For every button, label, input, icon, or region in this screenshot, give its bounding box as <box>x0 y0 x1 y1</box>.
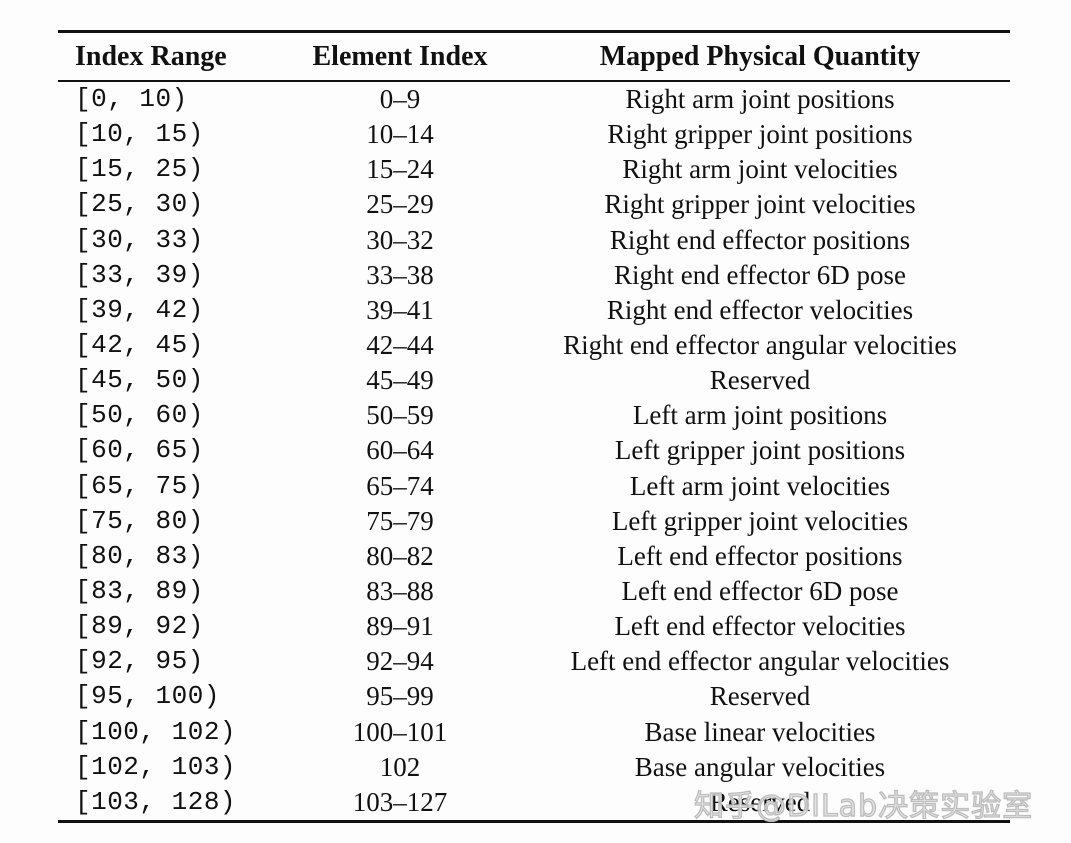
table-row: [89, 92) 89–91 Left end effector velocit… <box>58 609 1010 644</box>
cell-element-index: 80–82 <box>366 540 434 571</box>
table-header-rule <box>58 80 1010 82</box>
column-header-index-range: Index Range <box>75 41 227 72</box>
cell-element-index: 95–99 <box>366 681 434 712</box>
cell-element-index: 50–59 <box>366 400 434 431</box>
cell-mapped-quantity: Left gripper joint velocities <box>611 505 909 536</box>
cell-index-range: [45, 50) <box>75 365 204 396</box>
cell-element-index: 83–88 <box>366 576 434 607</box>
cell-element-index: 102 <box>379 751 421 782</box>
cell-index-range: [103, 128) <box>75 786 237 817</box>
cell-element-index: 65–74 <box>366 470 434 501</box>
cell-index-range: [100, 102) <box>75 716 237 747</box>
cell-mapped-quantity: Right end effector velocities <box>606 294 914 325</box>
cell-index-range: [50, 60) <box>75 400 204 431</box>
cell-mapped-quantity: Left gripper joint positions <box>614 435 906 466</box>
table-row: [95, 100) 95–99 Reserved <box>58 679 1010 714</box>
cell-element-index: 100–101 <box>352 716 448 747</box>
table-row: [100, 102) 100–101 Base linear velocitie… <box>58 715 1010 750</box>
cell-index-range: [15, 25) <box>75 154 204 185</box>
cell-mapped-quantity: Left end effector 6D pose <box>621 576 899 607</box>
cell-mapped-quantity: Reserved <box>709 786 811 817</box>
cell-index-range: [102, 103) <box>75 751 237 782</box>
table-row: [30, 33) 30–32 Right end effector positi… <box>58 223 1010 258</box>
table-bottom-rule <box>58 820 1010 823</box>
table-row: [102, 103) 102 Base angular velocities <box>58 750 1010 785</box>
table-row: [92, 95) 92–94 Left end effector angular… <box>58 644 1010 679</box>
cell-mapped-quantity: Left end effector positions <box>617 540 903 571</box>
cell-element-index: 42–44 <box>366 330 434 361</box>
cell-index-range: [30, 33) <box>75 224 204 255</box>
table-row: [75, 80) 75–79 Left gripper joint veloci… <box>58 504 1010 539</box>
cell-index-range: [0, 10) <box>75 84 188 115</box>
cell-mapped-quantity: Base angular velocities <box>634 751 886 782</box>
cell-mapped-quantity: Left end effector angular velocities <box>570 646 950 677</box>
cell-element-index: 10–14 <box>366 119 434 150</box>
column-header-mapped-physical-quantity: Mapped Physical Quantity <box>599 41 921 72</box>
cell-index-range: [25, 30) <box>75 189 204 220</box>
cell-element-index: 15–24 <box>366 154 434 185</box>
cell-mapped-quantity: Right gripper joint velocities <box>604 189 916 220</box>
table-row: [15, 25) 15–24 Right arm joint velocitie… <box>58 152 1010 187</box>
cell-mapped-quantity: Right end effector angular velocities <box>563 330 957 361</box>
table-row: [25, 30) 25–29 Right gripper joint veloc… <box>58 187 1010 222</box>
cell-mapped-quantity: Left arm joint positions <box>632 400 888 431</box>
table-row: [103, 128) 103–127 Reserved <box>58 785 1010 820</box>
table-row: [0, 10) 0–9 Right arm joint positions <box>58 82 1010 117</box>
table-row: [60, 65) 60–64 Left gripper joint positi… <box>58 433 1010 468</box>
cell-mapped-quantity: Reserved <box>709 365 811 396</box>
cell-mapped-quantity: Right gripper joint positions <box>607 119 913 150</box>
cell-index-range: [89, 92) <box>75 611 204 642</box>
cell-element-index: 75–79 <box>366 505 434 536</box>
cell-element-index: 30–32 <box>366 224 434 255</box>
cell-index-range: [95, 100) <box>75 681 220 712</box>
table-row: [33, 39) 33–38 Right end effector 6D pos… <box>58 258 1010 293</box>
cell-element-index: 103–127 <box>352 786 448 817</box>
cell-mapped-quantity: Right end effector positions <box>609 224 911 255</box>
table-row: [83, 89) 83–88 Left end effector 6D pose <box>58 574 1010 609</box>
cell-index-range: [92, 95) <box>75 646 204 677</box>
table-row: [50, 60) 50–59 Left arm joint positions <box>58 398 1010 433</box>
cell-mapped-quantity: Left end effector velocities <box>614 611 906 642</box>
cell-index-range: [60, 65) <box>75 435 204 466</box>
table-header-row: Index Range Element Index Mapped Physica… <box>58 33 1010 80</box>
cell-element-index: 89–91 <box>366 611 434 642</box>
table-row: [80, 83) 80–82 Left end effector positio… <box>58 539 1010 574</box>
cell-index-range: [65, 75) <box>75 470 204 501</box>
cell-mapped-quantity: Right arm joint velocities <box>622 154 898 185</box>
cell-mapped-quantity: Right arm joint positions <box>625 84 895 115</box>
cell-element-index: 39–41 <box>366 294 434 325</box>
cell-element-index: 45–49 <box>366 365 434 396</box>
cell-index-range: [10, 15) <box>75 119 204 150</box>
column-header-element-index: Element Index <box>312 41 488 72</box>
cell-mapped-quantity: Right end effector 6D pose <box>614 259 906 290</box>
cell-index-range: [75, 80) <box>75 505 204 536</box>
cell-element-index: 33–38 <box>366 259 434 290</box>
table-body: [0, 10) 0–9 Right arm joint positions [1… <box>58 82 1010 820</box>
cell-index-range: [83, 89) <box>75 576 204 607</box>
table-row: [45, 50) 45–49 Reserved <box>58 363 1010 398</box>
table-row: [42, 45) 42–44 Right end effector angula… <box>58 328 1010 363</box>
table-row: [65, 75) 65–74 Left arm joint velocities <box>58 469 1010 504</box>
cell-index-range: [33, 39) <box>75 259 204 290</box>
cell-mapped-quantity: Base linear velocities <box>644 716 876 747</box>
cell-element-index: 92–94 <box>366 646 434 677</box>
cell-element-index: 0–9 <box>379 84 421 115</box>
cell-element-index: 25–29 <box>366 189 434 220</box>
cell-element-index: 60–64 <box>366 435 434 466</box>
table-top-rule <box>58 30 1010 33</box>
table-row: [39, 42) 39–41 Right end effector veloci… <box>58 293 1010 328</box>
observation-index-table: Index Range Element Index Mapped Physica… <box>58 30 1010 823</box>
cell-mapped-quantity: Left arm joint velocities <box>629 470 891 501</box>
table-row: [10, 15) 10–14 Right gripper joint posit… <box>58 117 1010 152</box>
cell-mapped-quantity: Reserved <box>709 681 811 712</box>
cell-index-range: [42, 45) <box>75 330 204 361</box>
cell-index-range: [80, 83) <box>75 540 204 571</box>
cell-index-range: [39, 42) <box>75 294 204 325</box>
